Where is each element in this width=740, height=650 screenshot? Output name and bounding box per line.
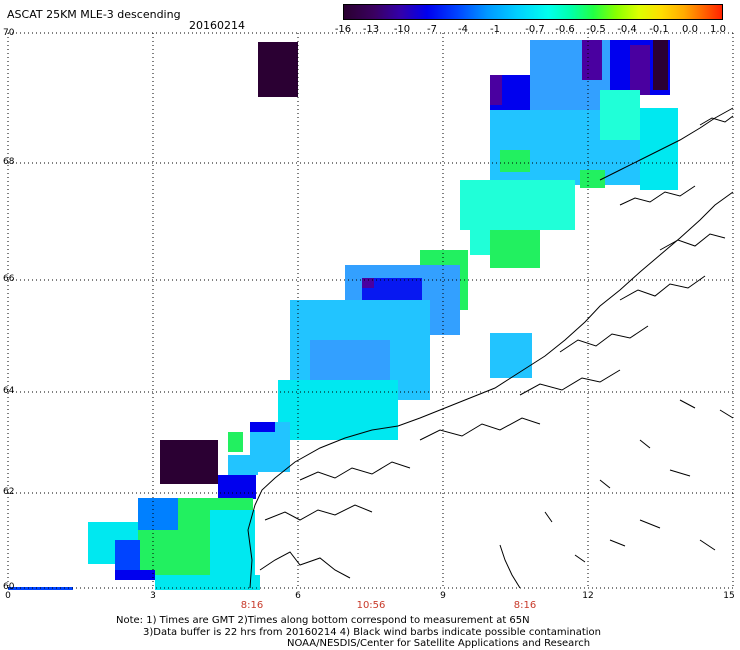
colorbar-label: -0.5 (586, 24, 606, 35)
colorbar-label: -7 (427, 24, 437, 35)
data-cell (155, 575, 260, 590)
latitude-label: 64 (3, 386, 15, 396)
colorbar-label: -10 (393, 24, 411, 35)
data-cell (490, 230, 540, 268)
longitude-label: 0 (5, 591, 11, 601)
data-cell (278, 380, 398, 440)
latitude-label: 70 (3, 28, 15, 38)
longitude-label: 9 (440, 591, 446, 601)
longitude-label: 3 (150, 591, 156, 601)
colorbar-label: -13 (362, 24, 380, 35)
colorbar-label: -4 (458, 24, 468, 35)
colorbar-label: 0.0 (682, 24, 698, 35)
colorbar-label: -0.7 (525, 24, 545, 35)
map-date: 20160214 (189, 19, 245, 32)
longitude-label: 12 (582, 591, 594, 601)
note-line: Note: 1) Times are GMT 2)Times along bot… (116, 615, 530, 626)
colorbar-label: -0.1 (649, 24, 669, 35)
longitude-label: 15 (723, 591, 735, 601)
colorbar-label: -0.4 (617, 24, 637, 35)
data-cell (250, 422, 275, 432)
data-cell (582, 40, 602, 80)
colorbar-label: -0.6 (555, 24, 575, 35)
latitude-label: 60 (3, 582, 15, 592)
data-cell (500, 150, 530, 172)
color-scale-bar (343, 4, 723, 20)
footnotes: Note: 1) Times are GMT 2)Times along bot… (116, 615, 601, 650)
time-label: 10:56 (356, 600, 386, 611)
colorbar-label: -1 (490, 24, 500, 35)
data-cell (490, 75, 502, 105)
latitude-label: 68 (3, 157, 15, 167)
data-cell (228, 432, 243, 452)
data-cell (115, 540, 140, 570)
data-cell (218, 475, 256, 499)
map-title: ASCAT 25KM MLE-3 descending (7, 8, 181, 21)
wind-data-cells (8, 40, 678, 590)
data-cell (160, 440, 218, 484)
time-label: 8:16 (513, 600, 537, 611)
data-cell (115, 570, 155, 580)
time-label: 8:16 (240, 600, 264, 611)
data-cell (228, 455, 258, 475)
note-credit: NOAA/NESDIS/Center for Satellite Applica… (287, 638, 591, 649)
data-cell (210, 510, 255, 580)
latitude-label: 66 (3, 274, 15, 284)
data-cell (600, 90, 640, 140)
longitude-label: 6 (295, 591, 301, 601)
data-cell (580, 170, 605, 188)
data-cell (310, 340, 390, 380)
data-cell (362, 278, 374, 288)
data-cell (640, 108, 678, 190)
data-cell (490, 333, 532, 378)
grid-lines (7, 32, 734, 589)
data-cell (138, 498, 178, 530)
data-cell (653, 40, 668, 90)
data-cell (630, 45, 650, 95)
data-cell (258, 42, 298, 97)
latitude-label: 62 (3, 487, 15, 497)
note-line: 3)Data buffer is 22 hrs from 20160214 4)… (143, 626, 601, 638)
colorbar-label: 1.0 (710, 24, 726, 35)
coastline (247, 107, 734, 589)
colorbar-label: -16 (334, 24, 352, 35)
